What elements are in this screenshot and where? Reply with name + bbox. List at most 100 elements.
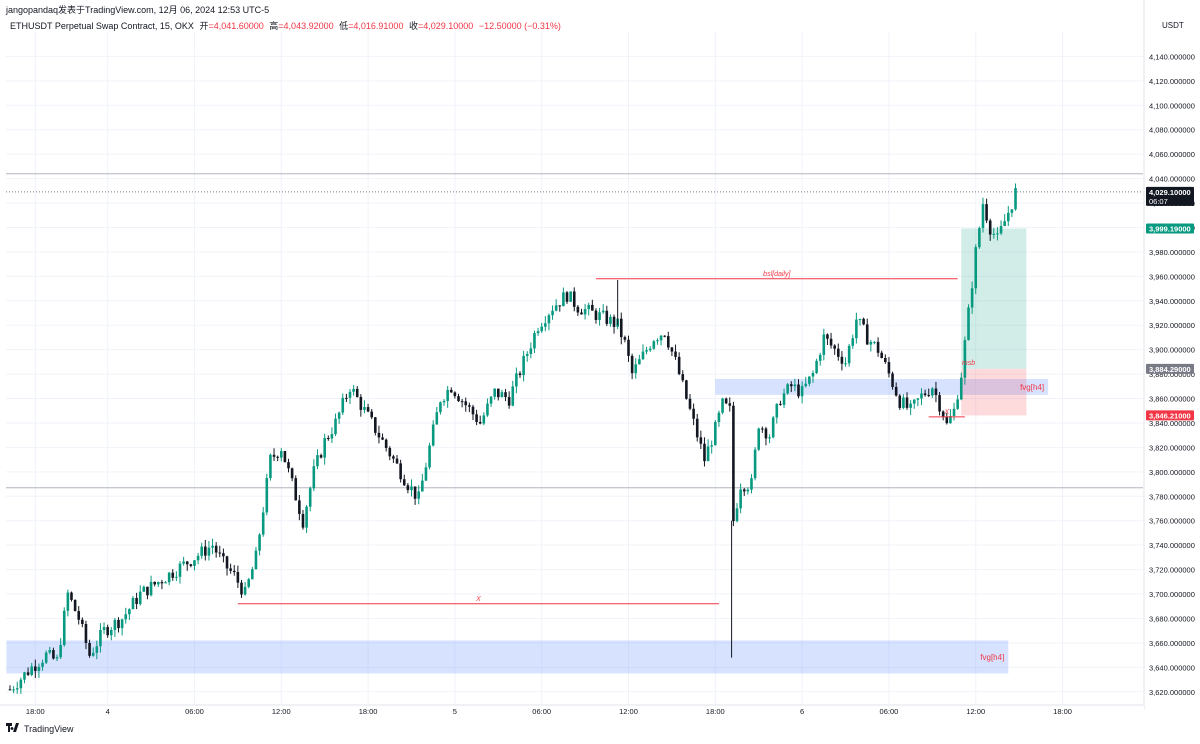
candle-body [95, 646, 99, 653]
candle-body [627, 339, 630, 356]
candle-body [533, 333, 536, 349]
candle-body [739, 489, 742, 509]
candle-body [558, 305, 562, 307]
symbol-title: ETHUSDT Perpetual Swap Contract, 15, OKX [10, 21, 194, 31]
y-tick-label: 4,040.000000 [1149, 175, 1195, 184]
candle-body [193, 560, 196, 566]
candle-body [294, 478, 298, 501]
candle-body [290, 468, 294, 479]
candle-body [746, 489, 750, 492]
candle-body [768, 437, 771, 439]
y-tick-label: 3,800.000000 [1149, 468, 1195, 477]
candle-body [724, 398, 728, 404]
y-tick-label: 3,620.000000 [1149, 688, 1195, 697]
candle-body [779, 403, 782, 405]
candle-body [355, 388, 359, 397]
candle-body [269, 454, 272, 479]
candle-body [15, 688, 19, 690]
x-tick-label: 12:00 [272, 707, 291, 716]
candle-body [829, 338, 833, 346]
candle-body [131, 598, 135, 610]
close-value: =4,029.10000 [417, 21, 474, 31]
candle-body [949, 415, 952, 424]
candle-body [482, 415, 486, 424]
candle-body [23, 672, 26, 680]
y-tick-label: 3,960.000000 [1149, 272, 1195, 281]
candle-body [511, 386, 515, 406]
candle-body [102, 627, 106, 630]
candle-body [851, 338, 855, 346]
candle-body [204, 546, 207, 556]
tradingview-logo-icon [6, 723, 20, 735]
candle-body [714, 421, 717, 446]
candle-body [413, 486, 417, 499]
candle-body [775, 403, 779, 418]
candle-body [471, 406, 475, 415]
candle-body [619, 318, 623, 338]
candle-body [91, 652, 95, 656]
candle-body [392, 456, 395, 459]
candle-body [536, 331, 540, 334]
candle-body [449, 389, 453, 393]
candle-body [326, 438, 330, 440]
candle-body [468, 405, 471, 407]
candle-body [648, 348, 652, 351]
candle-body [540, 326, 543, 332]
x-tick-label: 5 [453, 707, 457, 716]
candle-body [460, 401, 464, 403]
candle-body [124, 614, 128, 620]
candle-body [565, 292, 569, 302]
candle-body [486, 403, 489, 416]
candle-body [641, 351, 645, 360]
candle-body [1003, 221, 1006, 227]
candle-body [934, 388, 938, 396]
y-tick-label: 3,720.000000 [1149, 566, 1195, 575]
candle-body [920, 393, 923, 399]
candle-body [298, 500, 301, 514]
footer-brand[interactable]: TradingView [6, 723, 74, 735]
annotation-label: bsl[daily] [763, 271, 791, 278]
candle-body [663, 335, 666, 337]
currency-label: USDT [1162, 21, 1184, 30]
candle-body [580, 312, 583, 315]
candle-body [12, 689, 15, 691]
candle-body [836, 348, 840, 357]
candle-body [251, 569, 254, 580]
candle-body [149, 581, 153, 596]
candle-body [348, 391, 352, 398]
candle-body [735, 508, 739, 522]
candle-body [605, 310, 609, 324]
candle-body [272, 454, 276, 457]
candle-body [815, 360, 818, 373]
candle-body [435, 412, 439, 425]
candle-body [406, 485, 410, 491]
candle-body [692, 408, 695, 419]
candle-body [428, 445, 431, 468]
candle-body [106, 627, 109, 636]
candle-body [8, 689, 12, 691]
candle-body [308, 488, 312, 507]
candle-body [395, 458, 399, 464]
candle-body [377, 432, 381, 438]
candle-body [771, 417, 775, 438]
position-loss-zone [961, 368, 1027, 416]
candle-body [844, 363, 847, 365]
candle-body [710, 445, 713, 447]
candle-body [77, 611, 81, 620]
candle-body [515, 373, 518, 387]
candle-body [945, 416, 949, 424]
candle-body [764, 428, 768, 439]
candle-body [254, 550, 258, 570]
candle-body [970, 288, 974, 308]
candle-body [236, 572, 240, 583]
y-tick-label: 3,660.000000 [1149, 639, 1195, 648]
close-label: 收 [408, 21, 418, 31]
candle-body [113, 619, 117, 630]
candle-body [797, 384, 800, 397]
candle-body [283, 451, 287, 463]
candle-body [583, 309, 587, 315]
candle-body [941, 411, 945, 417]
candle-body [601, 310, 605, 313]
